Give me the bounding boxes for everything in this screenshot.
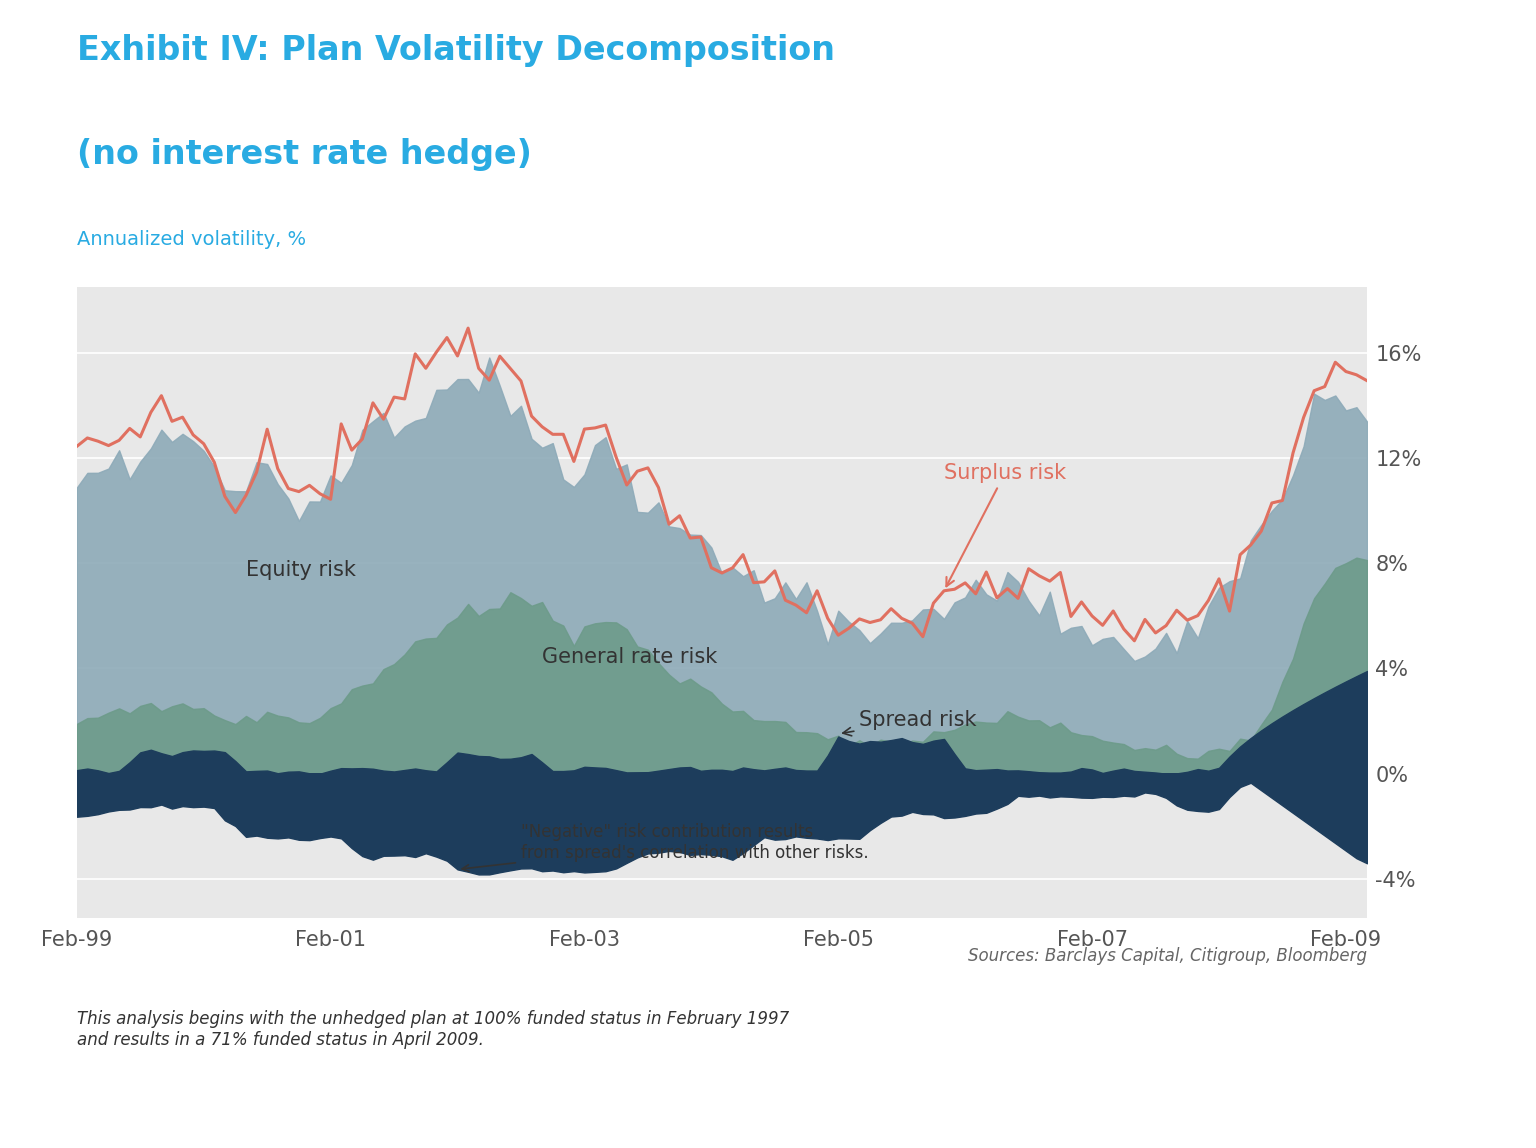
Text: This analysis begins with the unhedged plan at 100% funded status in February 19: This analysis begins with the unhedged p…	[77, 1010, 790, 1049]
Text: Spread risk: Spread risk	[843, 711, 977, 736]
Text: Surplus risk: Surplus risk	[945, 463, 1066, 587]
Text: Equity risk: Equity risk	[246, 560, 356, 581]
Text: Annualized volatility, %: Annualized volatility, %	[77, 230, 306, 249]
Text: General rate risk: General rate risk	[542, 647, 717, 667]
Text: (no interest rate hedge): (no interest rate hedge)	[77, 138, 531, 171]
Text: Exhibit IV: Plan Volatility Decomposition: Exhibit IV: Plan Volatility Decompositio…	[77, 34, 834, 68]
Text: "Negative" risk contribution results
from spread's correlation with other risks.: "Negative" risk contribution results fro…	[462, 823, 868, 871]
Text: Sources: Barclays Capital, Citigroup, Bloomberg: Sources: Barclays Capital, Citigroup, Bl…	[968, 947, 1367, 965]
